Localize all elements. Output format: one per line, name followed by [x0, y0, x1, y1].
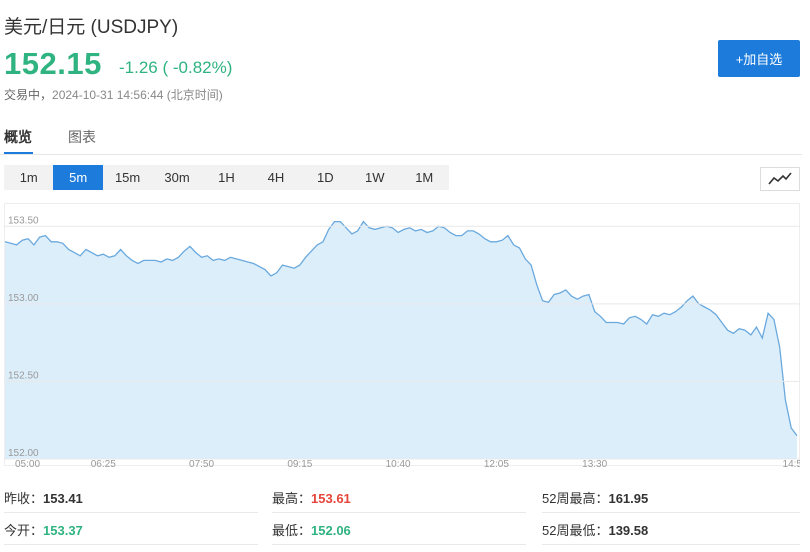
- stat-52w-high-value: 161.95: [608, 491, 649, 506]
- stat-low: 最低：152.06: [272, 520, 351, 539]
- stat-52w-high: 52周最高：161.95: [542, 488, 648, 507]
- stat-high: 最高：153.61: [272, 488, 351, 507]
- stat-52w-low: 52周最低：139.58: [542, 520, 648, 539]
- current-price: 152.15: [4, 46, 102, 81]
- stat-prev-close-value: 153.41: [43, 491, 83, 506]
- y-tick-label: 153.50: [8, 215, 39, 226]
- stat-52w-low-label: 52周最低：: [542, 523, 609, 538]
- stats-divider-1: [4, 512, 258, 513]
- line-chart-icon: [768, 172, 792, 185]
- stat-open-label: 今开：: [4, 523, 44, 538]
- x-tick-label: 05:00: [15, 459, 40, 470]
- period-1h[interactable]: 1H: [218, 170, 235, 185]
- stats-divider-3: [542, 512, 800, 513]
- stats-divider-4: [4, 544, 258, 545]
- tab-chart[interactable]: 图表: [68, 129, 96, 145]
- stat-52w-high-label: 52周最高：: [542, 491, 609, 506]
- period-1mo[interactable]: 1M: [415, 170, 434, 185]
- quote-timestamp: 2024-10-31 14:56:44 (北京时间): [52, 88, 223, 102]
- status-label: 交易中，: [4, 88, 53, 102]
- price-chart: 152.00 152.50 153.00 153.50 05:00 06:25 07:50 0…: [4, 203, 802, 473]
- period-5m[interactable]: 5m: [53, 165, 103, 190]
- stat-open: 今开：153.37: [4, 520, 83, 539]
- chart-type-button[interactable]: [760, 167, 800, 191]
- price-area: [5, 221, 797, 459]
- stats-panel: 昨收：153.41 最高：153.61 52周最高：161.95 今开：153.…: [0, 482, 810, 552]
- pair-title: 美元/日元 (USDJPY): [4, 17, 179, 38]
- x-tick-label: 09:15: [287, 459, 312, 470]
- period-selector: 1m 5m 15m 30m 1H 4H 1D 1W 1M: [4, 165, 449, 190]
- trading-status: 交易中，2024-10-31 14:56:44 (北京时间): [4, 86, 223, 103]
- active-tab-underline: [4, 152, 33, 154]
- period-4h[interactable]: 4H: [267, 170, 285, 185]
- x-tick-label: 06:25: [91, 459, 116, 470]
- add-watchlist-button[interactable]: +加自选: [718, 40, 800, 77]
- price-change: -1.26 ( -0.82%): [119, 58, 233, 77]
- stat-low-value: 152.06: [311, 523, 351, 538]
- period-1d[interactable]: 1D: [317, 170, 334, 185]
- stat-prev-close: 昨收：153.41: [4, 488, 83, 507]
- x-tick-label: 07:50: [189, 459, 214, 470]
- stat-open-value: 153.37: [43, 523, 83, 538]
- period-1m[interactable]: 1m: [19, 170, 38, 185]
- stat-prev-close-label: 昨收：: [4, 491, 44, 506]
- stat-52w-low-value: 139.58: [608, 523, 649, 538]
- tab-overview[interactable]: 概览: [4, 129, 32, 145]
- stats-divider-2: [272, 512, 526, 513]
- stats-divider-6: [542, 544, 800, 545]
- period-1w[interactable]: 1W: [365, 170, 385, 185]
- stat-low-label: 最低：: [272, 523, 312, 538]
- period-15m[interactable]: 15m: [114, 170, 141, 185]
- y-tick-label: 152.00: [8, 448, 39, 459]
- x-tick-label: 10:40: [386, 459, 411, 470]
- x-tick-label: 14:5: [783, 459, 800, 470]
- stat-high-label: 最高：: [272, 491, 312, 506]
- x-tick-label: 13:30: [582, 459, 607, 470]
- y-tick-label: 153.00: [8, 293, 39, 304]
- price-chart-svg: 152.00 152.50 153.00 153.50 05:00 06:25 07:50 0…: [4, 203, 802, 470]
- stat-high-value: 153.61: [311, 491, 351, 506]
- main-tabs: 概览 图表: [0, 118, 802, 155]
- x-tick-label: 12:05: [484, 459, 509, 470]
- period-30m[interactable]: 30m: [164, 170, 190, 185]
- y-tick-label: 152.50: [8, 370, 39, 381]
- price-line: [4, 220, 798, 437]
- stats-divider-5: [272, 544, 526, 545]
